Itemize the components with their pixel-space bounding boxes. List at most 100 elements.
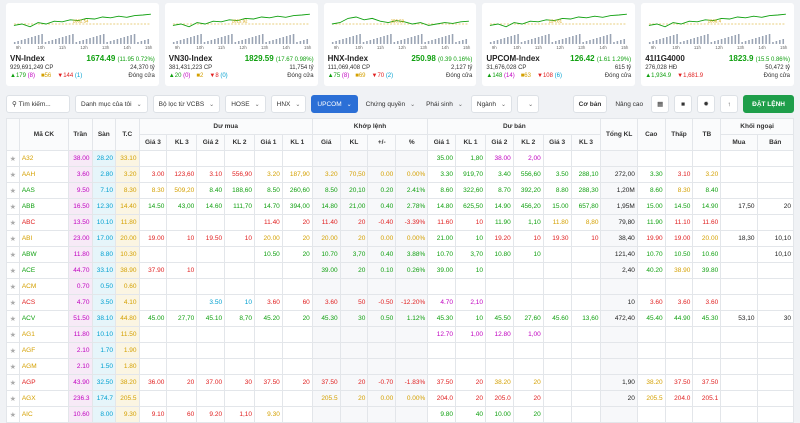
star-icon[interactable]: ★	[6, 294, 20, 311]
table-row[interactable]: ★ ABI 23.00 17.00 20.00 19.00 10 19.50 10 20.00 20…	[6, 230, 795, 247]
star-icon[interactable]: ★	[6, 262, 20, 279]
match-price-cell[interactable]: 45.30	[311, 310, 341, 327]
ask-price2-cell[interactable]: 8.70	[484, 182, 514, 199]
ask-price2-cell[interactable]: 19.20	[484, 230, 514, 247]
bid-price1-cell[interactable]	[254, 262, 283, 279]
ask-price2-cell[interactable]	[484, 278, 514, 295]
ask-price1-cell[interactable]	[427, 342, 457, 359]
star-icon[interactable]: ★	[6, 246, 20, 263]
index-card[interactable]: 1662.54 9h 10h 11h 12h 13h 14h 15h VN-Index 16…	[6, 3, 159, 86]
ceiling-header[interactable]: Trần	[68, 118, 93, 151]
ask-price3-cell[interactable]	[542, 374, 572, 391]
table-row[interactable]: ★ ACV 51.50 38.10 44.80 45.00 27,70 45.10 8,70 45…	[6, 310, 795, 327]
bid-price1-cell[interactable]: 8.50	[254, 182, 283, 199]
bid-price3-cell[interactable]	[138, 150, 168, 167]
ask-price3-cell[interactable]	[542, 294, 572, 311]
match-price-cell[interactable]	[311, 342, 341, 359]
symbol-cell[interactable]: ABB	[18, 198, 70, 215]
ask-price1-cell[interactable]: 45.30	[427, 310, 457, 327]
ask-price2-cell[interactable]: 38.00	[484, 150, 514, 167]
bid-price2-cell[interactable]	[196, 246, 226, 263]
table-row[interactable]: ★ AIC 10.60 8.00 9.30 9.10 60 9.20 1,10 9.30 9.80 4…	[6, 406, 795, 423]
bid-price1-cell[interactable]: 9.30	[254, 406, 283, 423]
star-icon[interactable]: ★	[6, 326, 20, 343]
match-price-cell[interactable]: 14.80	[311, 198, 341, 215]
bid-price3-cell[interactable]: 14.50	[138, 198, 168, 215]
bid-price3-cell[interactable]	[138, 246, 168, 263]
bid-price2-cell[interactable]	[196, 390, 226, 407]
match-price-cell[interactable]: 20.00	[311, 230, 341, 247]
ask-price2-cell[interactable]: 10.80	[484, 246, 514, 263]
ask-price3-cell[interactable]	[542, 326, 572, 343]
table-row[interactable]: ★ ABW 11.80 8.80 10.30 10.50 20 10.70 3,70 0.40 3.…	[6, 246, 795, 263]
table-row[interactable]: ★ AAS 9.50 7.10 8.30 8.30 509,20 8.40 188,60 8.50…	[6, 182, 795, 199]
bid-price2-cell[interactable]	[196, 214, 226, 231]
star-icon[interactable]: ★	[6, 166, 20, 183]
match-price-cell[interactable]: 3.60	[311, 294, 341, 311]
bid-price3-cell[interactable]: 8.30	[138, 182, 168, 199]
match-price-cell[interactable]: 205.5	[311, 390, 341, 407]
ask-price3-cell[interactable]: 15.00	[542, 198, 572, 215]
symbol-cell[interactable]: AAH	[18, 166, 70, 183]
avg-header[interactable]: TB	[692, 118, 722, 151]
ask-price2-cell[interactable]: 45.50	[484, 310, 514, 327]
bid-price1-cell[interactable]: 11.40	[254, 214, 283, 231]
ask-price3-cell[interactable]	[542, 358, 572, 375]
match-price-cell[interactable]: 11.40	[311, 214, 341, 231]
ask-price1-cell[interactable]: 204.0	[427, 390, 457, 407]
hnx-dropdown[interactable]: HNX ⌄	[270, 95, 307, 113]
warrant-dropdown[interactable]: Chứng quyền ⌄	[363, 95, 418, 113]
bid-price3-cell[interactable]: 36.00	[138, 374, 168, 391]
ask-price2-cell[interactable]	[484, 342, 514, 359]
bid-price2-cell[interactable]	[196, 342, 226, 359]
basic-view-button[interactable]: Cơ bản	[572, 95, 608, 113]
match-price-cell[interactable]	[311, 150, 341, 167]
bid-price1-cell[interactable]: 20.00	[254, 230, 283, 247]
ask-price3-cell[interactable]: 19.30	[542, 230, 572, 247]
ask-price1-cell[interactable]: 9.80	[427, 406, 457, 423]
star-icon[interactable]: ★	[6, 230, 20, 247]
bid-price2-cell[interactable]: 19.50	[196, 230, 226, 247]
ask-price1-cell[interactable]: 3.30	[427, 166, 457, 183]
bid-price1-cell[interactable]: 10.50	[254, 246, 283, 263]
ask-price3-cell[interactable]: 8.80	[542, 182, 572, 199]
ask-price1-cell[interactable]: 8.60	[427, 182, 457, 199]
star-icon[interactable]: ★	[6, 150, 20, 167]
ask-price1-cell[interactable]: 35.00	[427, 150, 457, 167]
ask-price2-cell[interactable]: 14.90	[484, 198, 514, 215]
ask-price1-cell[interactable]: 37.50	[427, 374, 457, 391]
symbol-cell[interactable]: ACE	[18, 262, 70, 279]
match-price-cell[interactable]	[311, 406, 341, 423]
ask-price3-cell[interactable]	[542, 262, 572, 279]
match-price-cell[interactable]: 10.70	[311, 246, 341, 263]
bid-price3-cell[interactable]: 45.00	[138, 310, 168, 327]
ask-price2-cell[interactable]: 11.90	[484, 214, 514, 231]
star-icon[interactable]: ★	[6, 406, 20, 423]
symbol-cell[interactable]: ACV	[18, 310, 70, 327]
low-header[interactable]: Thấp	[664, 118, 694, 151]
table-row[interactable]: ★ ABB 16.50 12.30 14.40 14.50 43,00 14.60 111,70…	[6, 198, 795, 215]
ask-price3-cell[interactable]	[542, 342, 572, 359]
symbol-cell[interactable]: AGF	[18, 342, 70, 359]
ask-price3-cell[interactable]: 45.60	[542, 310, 572, 327]
symbol-cell[interactable]: ABW	[18, 246, 70, 263]
bid-price3-cell[interactable]: 37.90	[138, 262, 168, 279]
ask-price2-cell[interactable]	[484, 358, 514, 375]
symbol-cell[interactable]: AGP	[18, 374, 70, 391]
symbol-cell[interactable]: ABI	[18, 230, 70, 247]
bid-price2-cell[interactable]	[196, 262, 226, 279]
star-icon[interactable]: ★	[6, 310, 20, 327]
bid-price2-cell[interactable]: 45.10	[196, 310, 226, 327]
bid-price3-cell[interactable]: 3.00	[138, 166, 168, 183]
bid-price1-cell[interactable]	[254, 390, 283, 407]
ask-price1-cell[interactable]: 14.80	[427, 198, 457, 215]
table-row[interactable]: ★ AGP 43.90 32.50 38.20 36.00 20 37.00 30 37.50 20…	[6, 374, 795, 391]
ask-price1-cell[interactable]: 21.00	[427, 230, 457, 247]
symbol-cell[interactable]: AIC	[18, 406, 70, 423]
bid-price2-cell[interactable]	[196, 150, 226, 167]
bid-price3-cell[interactable]	[138, 358, 168, 375]
table-row[interactable]: ★ AGM 2.10 1.50 1.80	[6, 358, 795, 375]
bid-price1-cell[interactable]	[254, 358, 283, 375]
bid-price1-cell[interactable]	[254, 342, 283, 359]
bid-price2-cell[interactable]: 8.40	[196, 182, 226, 199]
